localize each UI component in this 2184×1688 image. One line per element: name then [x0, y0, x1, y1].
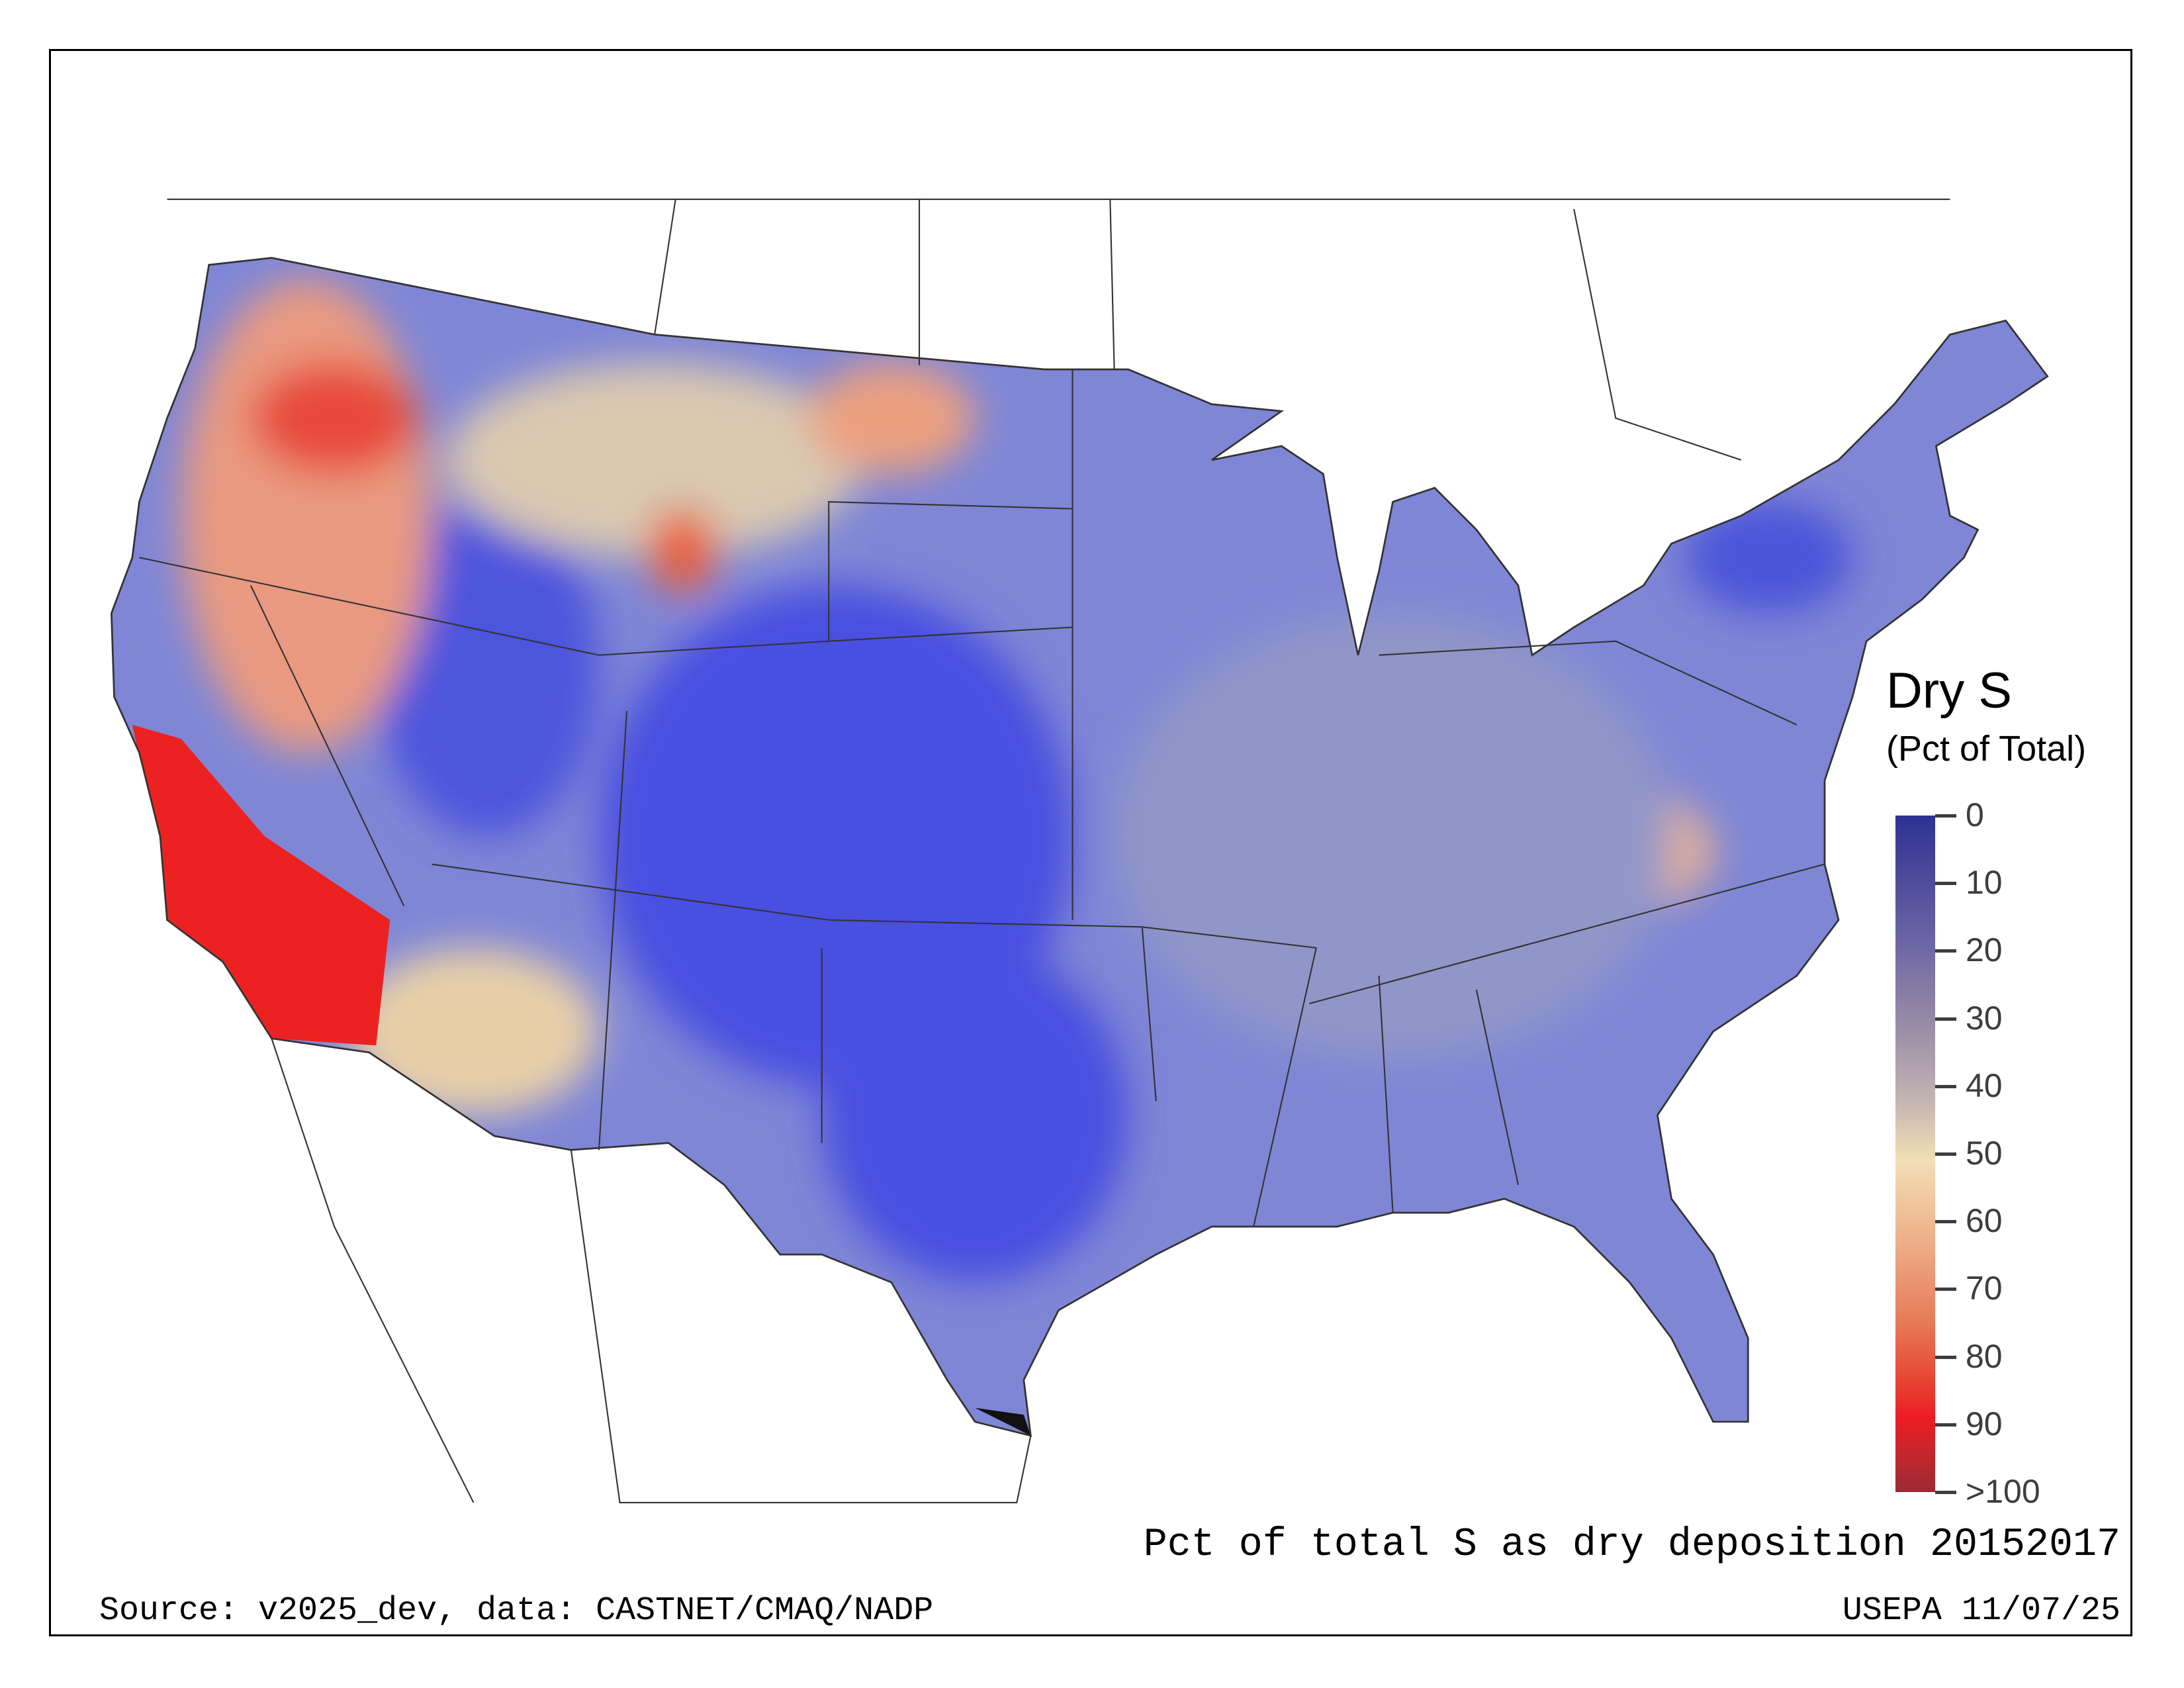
oregon-high-zone	[181, 279, 432, 753]
colorbar-tick-label: 20	[1966, 931, 2003, 969]
colorbar-tick-label: 0	[1966, 796, 1984, 833]
arizona-mid-zone	[348, 947, 599, 1115]
new-york-low-zone	[1685, 502, 1853, 614]
plot-title: Pct of total S as dry deposition 2015201…	[1143, 1523, 2120, 1568]
colorbar-tick	[1935, 1017, 1956, 1021]
colorbar-tick	[1935, 814, 1956, 818]
wyoming-high-zone	[647, 508, 717, 592]
legend-subtitle: (Pct of Total)	[1886, 729, 2087, 769]
colorbar-tick	[1935, 1491, 1956, 1494]
colorbar-tick-label: 80	[1966, 1337, 2003, 1375]
colorbar-tick-label: 70	[1966, 1270, 2003, 1307]
credit-note: USEPA 11/07/25	[1842, 1592, 2120, 1630]
colorbar-tick	[1935, 1423, 1956, 1427]
figure-frame	[49, 49, 2132, 1636]
colorbar-tick	[1935, 882, 1956, 886]
colorbar-tick-label: 50	[1966, 1135, 2003, 1172]
nd-high-zone	[807, 362, 976, 474]
oregon-peak-zone	[250, 362, 418, 474]
colorbar-tick-label: 30	[1966, 999, 2003, 1037]
colorbar-tick	[1935, 949, 1956, 953]
colorbar-tick-label: 90	[1966, 1405, 2003, 1442]
midwest-zone	[1114, 613, 1672, 1060]
montana-mid-zone	[445, 362, 864, 558]
colorbar-tick	[1935, 1084, 1956, 1088]
colorbar-tick	[1935, 1288, 1956, 1291]
neighbor-borders	[167, 199, 1950, 1503]
colorbar	[1895, 816, 1935, 1492]
great-basin-low-zone	[376, 502, 599, 837]
colorbar-tick-label: 60	[1966, 1202, 2003, 1240]
california-max-zone	[132, 724, 390, 1046]
colorbar-tick-label: 40	[1966, 1066, 2003, 1104]
source-note: Source: v2025_dev, data: CASTNET/CMAQ/NA…	[99, 1592, 934, 1630]
state-borders	[139, 369, 1825, 1227]
colorbar-tick	[1935, 1220, 1956, 1224]
colorbar-tick-label: >100	[1966, 1473, 2040, 1510]
legend-title: Dry S	[1886, 663, 2012, 719]
colorbar-tick-label: 10	[1966, 864, 2003, 902]
colorbar-tick	[1935, 1152, 1956, 1156]
texas-low-zone	[821, 947, 1128, 1283]
colorbar-tick	[1935, 1355, 1956, 1359]
